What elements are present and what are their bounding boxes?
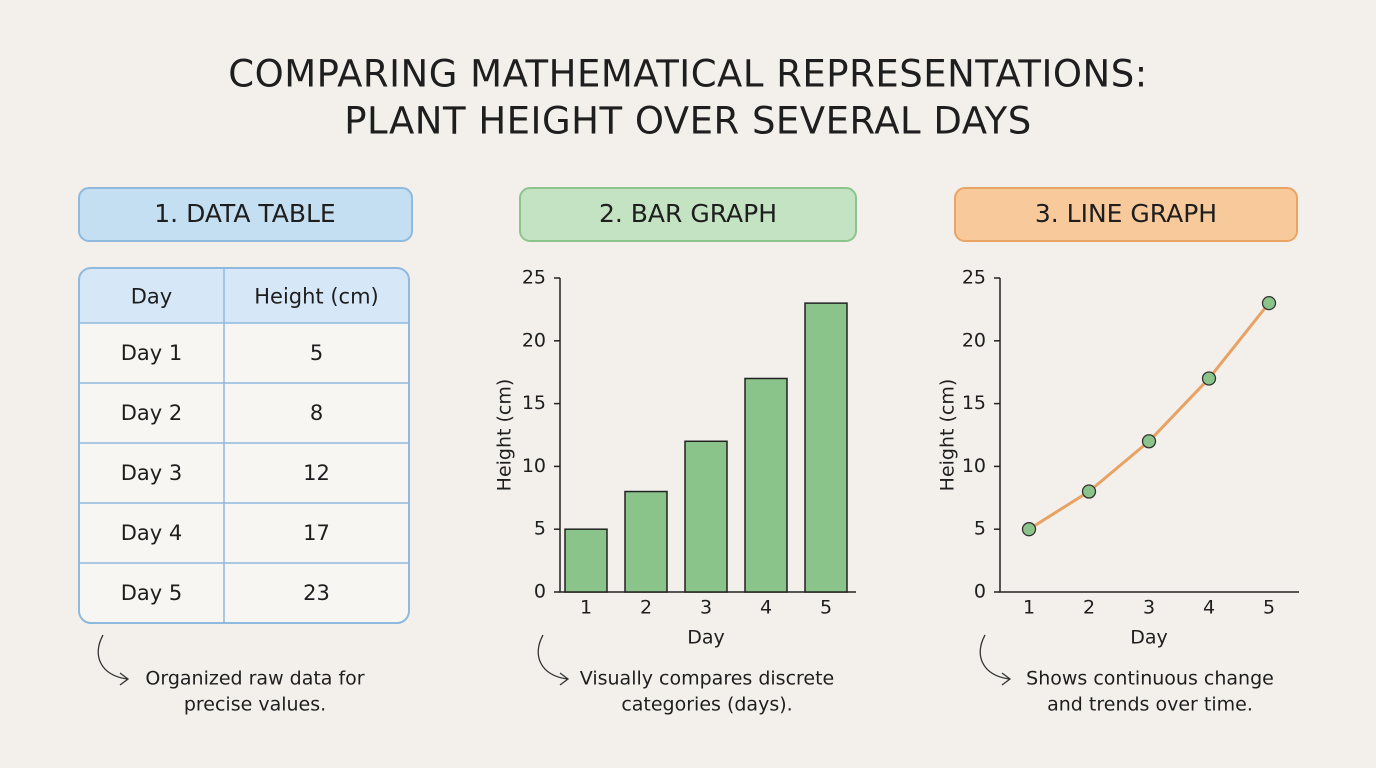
table-bg bbox=[79, 268, 409, 623]
y-tick-label: 5 bbox=[534, 518, 546, 540]
point bbox=[1201, 371, 1217, 386]
y-axis-label: Height (cm) bbox=[494, 379, 516, 492]
heading-box bbox=[954, 187, 1298, 242]
bar bbox=[624, 490, 668, 593]
y-axis-label: Height (cm) bbox=[937, 379, 959, 492]
table-cell: Day 1 bbox=[121, 341, 183, 365]
x-tick-label: 2 bbox=[640, 597, 652, 619]
caption: categories (days). bbox=[621, 694, 792, 716]
x-tick-label: 1 bbox=[1023, 597, 1035, 619]
bar bbox=[744, 377, 788, 593]
bar bbox=[804, 302, 848, 593]
y-tick-label: 20 bbox=[962, 329, 986, 351]
heading: 3. LINE GRAPH bbox=[1035, 199, 1217, 228]
caption: and trends over time. bbox=[1047, 694, 1253, 716]
caption: Shows continuous change bbox=[1026, 668, 1274, 690]
table-header: Height (cm) bbox=[254, 285, 378, 309]
x-axis-label: Day bbox=[687, 627, 725, 649]
table-cell: 12 bbox=[303, 461, 330, 485]
y-tick-label: 5 bbox=[974, 518, 986, 540]
x-tick-label: 5 bbox=[820, 597, 832, 619]
table-cell: Day 3 bbox=[121, 461, 183, 485]
table-cell: Day 5 bbox=[121, 581, 183, 605]
table-cell: 5 bbox=[310, 341, 323, 365]
arrow bbox=[979, 634, 1012, 686]
title-line: PLANT HEIGHT OVER SEVERAL DAYS bbox=[344, 100, 1032, 143]
table-cell: 17 bbox=[303, 521, 330, 545]
x-tick-label: 5 bbox=[1263, 597, 1275, 619]
heading-box bbox=[519, 187, 857, 242]
caption: precise values. bbox=[184, 694, 326, 716]
x-tick-label: 4 bbox=[1203, 597, 1215, 619]
point bbox=[1081, 484, 1097, 499]
y-tick-label: 10 bbox=[522, 455, 546, 477]
x-tick-label: 4 bbox=[760, 597, 772, 619]
bar bbox=[564, 528, 608, 593]
x-tick-label: 3 bbox=[1143, 597, 1155, 619]
y-tick-label: 15 bbox=[522, 392, 546, 414]
y-tick-label: 20 bbox=[522, 329, 546, 351]
y-tick-label: 10 bbox=[962, 455, 986, 477]
x-tick-label: 1 bbox=[580, 597, 592, 619]
caption: Visually compares discrete bbox=[580, 668, 835, 690]
bar bbox=[684, 440, 728, 593]
table-cell: 23 bbox=[303, 581, 330, 605]
table-cell: 8 bbox=[310, 401, 323, 425]
y-tick-label: 0 bbox=[534, 581, 546, 603]
x-axis-label: Day bbox=[1130, 627, 1168, 649]
x-tick-label: 2 bbox=[1083, 597, 1095, 619]
arrow bbox=[537, 634, 570, 686]
table-header-bg bbox=[79, 268, 409, 323]
caption-arrows bbox=[97, 634, 1012, 686]
title-line: COMPARING MATHEMATICAL REPRESENTATIONS: bbox=[228, 53, 1147, 96]
table-header: Day bbox=[131, 285, 172, 309]
heading-box bbox=[78, 187, 413, 242]
caption: Organized raw data for bbox=[145, 668, 364, 690]
y-tick-label: 15 bbox=[962, 392, 986, 414]
y-tick-label: 25 bbox=[522, 267, 546, 289]
y-tick-label: 25 bbox=[962, 267, 986, 289]
x-tick-label: 3 bbox=[700, 597, 712, 619]
point bbox=[1021, 522, 1037, 537]
table-border bbox=[78, 267, 410, 624]
y-tick-label: 0 bbox=[974, 581, 986, 603]
heading: 1. DATA TABLE bbox=[154, 199, 335, 228]
arrow bbox=[97, 634, 130, 686]
point bbox=[1141, 434, 1157, 449]
table-cell: Day 2 bbox=[121, 401, 183, 425]
table-cell: Day 4 bbox=[121, 521, 183, 545]
heading: 2. BAR GRAPH bbox=[599, 199, 777, 228]
point bbox=[1261, 295, 1277, 311]
